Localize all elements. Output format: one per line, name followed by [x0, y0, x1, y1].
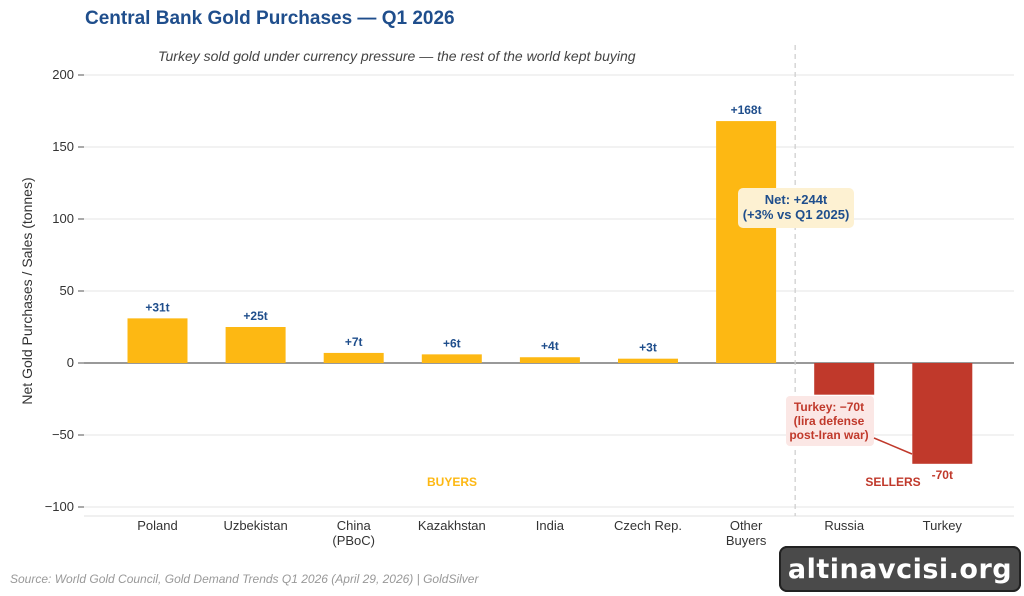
- bar-6: [618, 358, 678, 363]
- y-axis-label: Net Gold Purchases / Sales (tonnes): [19, 177, 35, 404]
- category-label-8: Russia: [824, 518, 865, 533]
- category-label-5: India: [536, 518, 565, 533]
- y-axis: −100 −50 0 50 100 150 200: [45, 67, 84, 514]
- bar-3: [323, 352, 384, 363]
- watermark-logo: altinavcisi.org: [779, 546, 1021, 592]
- category-label-3: China: [337, 518, 372, 533]
- data-label-1: +31t: [145, 300, 169, 314]
- data-label-6: +3t: [639, 341, 657, 355]
- grid: [84, 74, 1014, 517]
- bar-4: [421, 354, 482, 363]
- source-note: Source: World Gold Council, Gold Demand …: [10, 572, 479, 586]
- buyers-group-label: BUYERS: [427, 475, 477, 489]
- data-label-4: +6t: [443, 336, 461, 350]
- net-annotation-line1: Net: +244t: [765, 192, 828, 207]
- bar-9: [912, 363, 973, 464]
- bar-8: [814, 363, 875, 395]
- category-label-1: Poland: [137, 518, 177, 533]
- sellers-group-label: SELLERS: [865, 475, 920, 489]
- bar-2: [225, 327, 286, 363]
- data-label-3: +7t: [345, 335, 363, 349]
- data-label-5: +4t: [541, 339, 559, 353]
- y-tick-label: −50: [52, 427, 74, 442]
- turkey-annotation-box: [786, 396, 874, 446]
- bars: [127, 121, 973, 464]
- turkey-annotation-line1: Turkey: −70t: [794, 400, 864, 414]
- category-label-2: Uzbekistan: [223, 518, 287, 533]
- bar-7: [716, 121, 777, 363]
- category-label-9: Turkey: [923, 518, 963, 533]
- data-label-2: +25t: [243, 309, 267, 323]
- data-labels: +31t +25t +7t +6t +4t +3t +168t -70t: [145, 103, 953, 482]
- category-label-7: Buyers: [726, 533, 767, 548]
- y-tick-label: 100: [52, 211, 74, 226]
- category-label-4: Kazakhstan: [418, 518, 486, 533]
- y-tick-label: −100: [45, 499, 74, 514]
- category-labels: Poland Uzbekistan China(PBoC) Kazakhstan Ind…: [137, 518, 962, 548]
- turkey-annotation-arrow: [873, 437, 913, 455]
- category-label-3: (PBoC): [332, 533, 375, 548]
- category-label-7: Other: [730, 518, 763, 533]
- net-annotation-line2: (+3% vs Q1 2025): [743, 207, 850, 222]
- data-label-9: -70t: [932, 468, 953, 482]
- y-tick-label: 200: [52, 67, 74, 82]
- bar-1: [127, 318, 188, 363]
- bar-5: [519, 357, 580, 363]
- y-tick-label: 0: [67, 355, 74, 370]
- chart-subtitle: Turkey sold gold under currency pressure…: [158, 48, 636, 64]
- turkey-annotation: Turkey: −70t (lira defense post-Iran war…: [786, 396, 913, 455]
- turkey-annotation-line3: post-Iran war): [789, 428, 868, 442]
- y-tick-label: 150: [52, 139, 74, 154]
- chart-title: Central Bank Gold Purchases — Q1 2026: [85, 8, 455, 29]
- net-annotation-box: [738, 188, 854, 228]
- y-tick-label: 50: [60, 283, 74, 298]
- net-annotation: Net: +244t (+3% vs Q1 2025): [738, 188, 854, 228]
- data-label-7: +168t: [731, 103, 762, 117]
- category-label-6: Czech Rep.: [614, 518, 682, 533]
- turkey-annotation-line2: (lira defense: [794, 414, 865, 428]
